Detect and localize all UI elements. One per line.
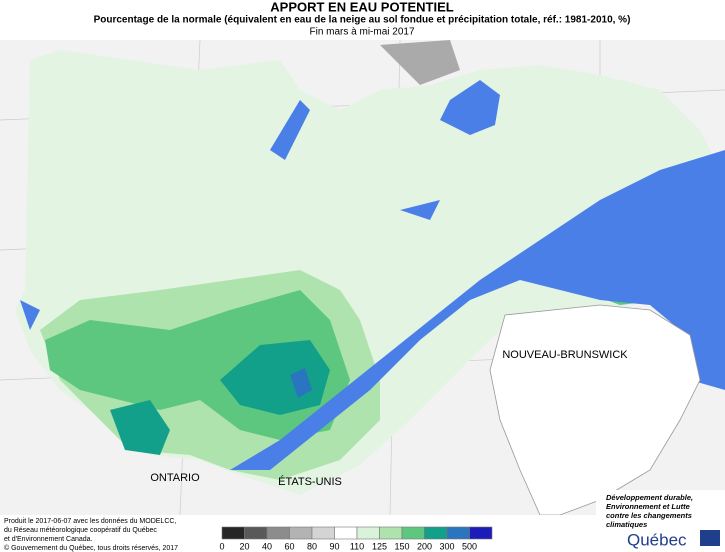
legend-tick-label: 110 [350, 541, 364, 551]
legend-tick-label: 150 [394, 541, 409, 551]
legend-swatch [221, 526, 245, 540]
legend-tick-label: 60 [284, 541, 294, 551]
lakes [20, 80, 500, 330]
subtitle: Pourcentage de la normale (équivalent en… [94, 15, 631, 26]
legend-tick-label: 80 [307, 541, 317, 551]
st-lawrence [230, 150, 725, 470]
legend-tick-label: 90 [329, 541, 339, 551]
legend-tick-label: 125 [372, 541, 387, 551]
legend: 0 20 40 60 80 90 110 125 150 200 300 500 [219, 526, 493, 551]
legend-tick-label: 20 [239, 541, 249, 551]
legend-swatch [356, 526, 380, 540]
legend-tick-label: 200 [417, 541, 432, 551]
legend-swatch [334, 526, 358, 540]
legend-swatch [244, 526, 268, 540]
logo-line: climatiques [606, 520, 647, 529]
legend-swatch [311, 526, 335, 540]
legend-swatch [469, 526, 493, 540]
logo-line: Développement durable, [606, 493, 693, 502]
zone-300 [290, 368, 312, 398]
legend-swatch [424, 526, 448, 540]
copyright: © Gouvernement du Québec, tous droits ré… [4, 544, 178, 552]
logo-line: contre les changements [606, 511, 692, 520]
legend-swatch [289, 526, 313, 540]
gray-zone [380, 40, 460, 85]
legend-tick-label: 500 [462, 541, 477, 551]
credit-line: du Réseau météorologique coopératif du Q… [4, 527, 157, 534]
region-label: ÉTATS-UNIS [278, 475, 342, 488]
new-brunswick [489, 304, 701, 516]
credit-line: et d'Environnement Canada. [4, 536, 93, 543]
region-label: NOUVEAU-BRUNSWICK [502, 349, 628, 361]
zone-200b [110, 400, 170, 455]
map: ONTARIO ÉTATS-UNIS NOUVEAU-BRUNSWICK [0, 39, 725, 516]
zone-200 [220, 340, 330, 415]
legend-tick-label: 0 [219, 541, 224, 551]
legend-swatch [266, 526, 290, 540]
legend-swatch [379, 526, 403, 540]
header-band [0, 0, 725, 40]
legend-tick-label: 300 [439, 541, 454, 551]
period: Fin mars à mi-mai 2017 [309, 27, 414, 38]
legend-tick-label: 40 [262, 541, 272, 551]
logo-line: Environnement et Lutte [606, 502, 690, 511]
credit-line: Produit le 2017-06-07 avec les données d… [4, 518, 176, 525]
logo-flag [700, 530, 720, 546]
title: APPORT EN EAU POTENTIEL [270, 0, 454, 14]
legend-swatch [401, 526, 425, 540]
logo-name: Québec [627, 530, 687, 549]
legend-swatch [446, 526, 470, 540]
region-label: ONTARIO [150, 472, 200, 484]
